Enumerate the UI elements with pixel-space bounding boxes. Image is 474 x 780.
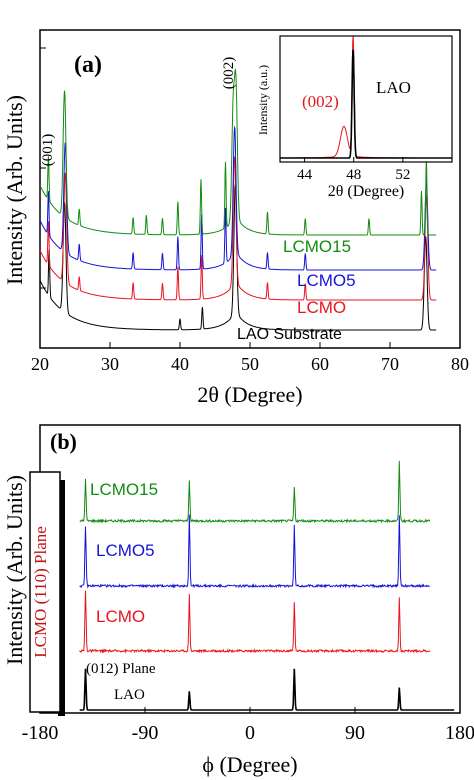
side-label-shadow [58, 480, 65, 716]
inset-y-axis-label: Intensity (a.u.) [256, 65, 270, 135]
series-line-lcmo [39, 155, 437, 301]
panel-a-x-axis-label: 2θ (Degree) [197, 382, 302, 407]
series-label-lcmo15: LCMO15 [283, 237, 351, 256]
series-line-lcmo15 [39, 68, 437, 236]
series-line-b-lcmo15 [79, 460, 431, 524]
x-tick-label-60: 60 [311, 354, 329, 374]
series-label-lcmo5: LCMO5 [297, 271, 356, 290]
inset-x-ticks: 44 48 52 [297, 157, 410, 183]
series-label-b-lcmo5: LCMO5 [96, 541, 155, 560]
series-line-lcmo5 [39, 125, 437, 271]
b-x-tick-label-180: 180 [445, 722, 474, 744]
panel-a-y-axis-label: Intensity (Arb. Units) [2, 95, 27, 285]
series-line-lao-substrate [39, 184, 437, 331]
inset-x-tick-label-52: 52 [395, 167, 410, 183]
series-line-b-lao [79, 668, 455, 711]
b-x-tick-label-0: 0 [245, 722, 255, 744]
panel-a-label: (a) [74, 52, 102, 78]
side-label-lcmo-110-plane: LCMO (110) Plane [31, 526, 50, 658]
inset-series [280, 36, 452, 159]
b-x-tick-label-90: 90 [345, 722, 365, 744]
panel-a: 20 30 40 50 60 70 80 (a) (001) (002) LCMO15 LC… [2, 29, 469, 407]
inset-annotation-002: (002) [302, 92, 339, 111]
b-x-tick-label--90: -90 [132, 722, 159, 744]
series-label-b-lcmo: LCMO [96, 607, 145, 626]
b-x-tick-label--180: -180 [22, 722, 59, 744]
x-tick-label-70: 70 [381, 354, 399, 374]
inset-x-tick-label-48: 48 [346, 167, 361, 183]
series-line-b-lcmo5 [79, 514, 430, 589]
x-tick-label-40: 40 [171, 354, 189, 374]
inset-x-axis-label: 2θ (Degree) [328, 183, 405, 200]
inset-frame [279, 35, 453, 163]
inset: 44 48 52 Intensity (a.u.) 2θ (Degree) (002… [256, 35, 453, 200]
panel-b: -180 -90 0 90 180 (b) LCMO15 LCMO5 LCMO (012… [2, 424, 474, 777]
series-label-b-lcmo15: LCMO15 [90, 480, 158, 499]
inset-annotation-lao: LAO [376, 78, 411, 97]
x-tick-label-50: 50 [241, 354, 259, 374]
series-label-lao-substrate: LAO Substrate [237, 326, 342, 343]
panel-b-label: (b) [50, 429, 77, 454]
panel-b-x-ticks: -180 -90 0 90 180 [22, 707, 474, 744]
panel-a-series [39, 68, 437, 331]
side-label-box [29, 471, 61, 713]
panel-b-x-axis-label: ϕ (Degree) [202, 752, 297, 777]
x-tick-label-30: 30 [101, 354, 119, 374]
x-tick-label-80: 80 [451, 354, 469, 374]
peak-label-002: (002) [221, 57, 237, 90]
series-line-b-lcmo [79, 590, 431, 654]
panel-a-x-ticks: 20 30 40 50 60 70 80 [31, 342, 469, 374]
lao-plane-label: (012) Plane [86, 661, 156, 677]
lao-label: LAO [114, 687, 145, 703]
x-tick-label-20: 20 [31, 354, 49, 374]
series-label-lcmo: LCMO [297, 298, 346, 317]
peak-label-001: (001) [40, 134, 56, 167]
panel-b-y-axis-label: Intensity (Arb. Units) [2, 475, 27, 665]
inset-x-tick-label-44: 44 [297, 167, 313, 183]
panel-b-series [79, 460, 455, 711]
panel-a-y-ticks [40, 47, 46, 289]
inset-line-lao [280, 49, 452, 159]
